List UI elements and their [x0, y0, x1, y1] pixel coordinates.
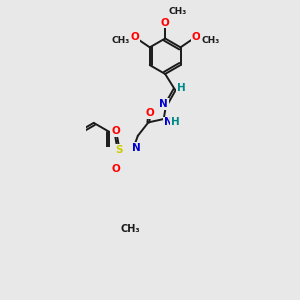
Text: CH₃: CH₃ [112, 36, 130, 45]
Text: CH₃: CH₃ [121, 224, 140, 234]
Text: H: H [177, 83, 186, 93]
Text: O: O [112, 164, 121, 174]
Text: CH₃: CH₃ [201, 36, 219, 45]
Text: O: O [191, 32, 200, 42]
Text: N: N [159, 99, 168, 109]
Text: S: S [115, 145, 122, 155]
Text: N: N [132, 143, 141, 153]
Text: O: O [130, 32, 139, 42]
Text: O: O [146, 108, 154, 118]
Text: O: O [112, 126, 121, 136]
Text: O: O [161, 18, 170, 28]
Text: CH₃: CH₃ [169, 7, 187, 16]
Text: N: N [164, 117, 173, 128]
Text: H: H [171, 117, 180, 128]
